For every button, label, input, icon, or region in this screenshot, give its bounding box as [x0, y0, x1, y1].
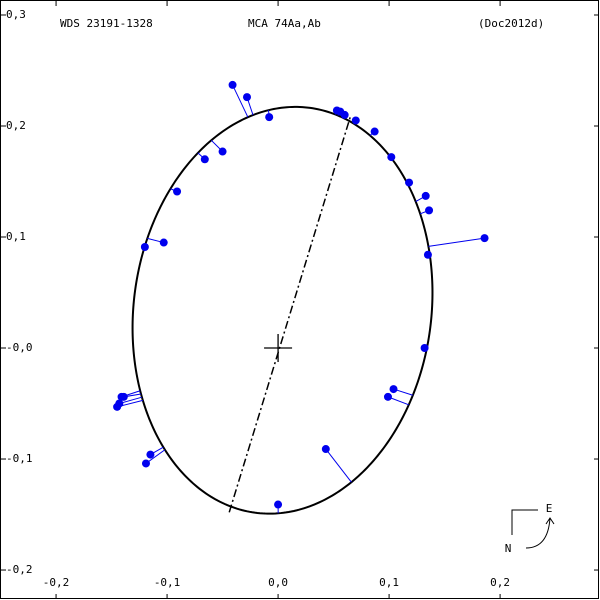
compass-label: E: [546, 502, 553, 515]
observation: [141, 459, 150, 468]
observation: [173, 187, 182, 196]
observation: [387, 153, 396, 162]
observation: [480, 234, 489, 243]
observation: [420, 344, 429, 353]
observation: [405, 178, 414, 187]
observation: [351, 116, 360, 125]
primary-star: [264, 334, 293, 363]
y-tick-label: -0,2: [6, 563, 33, 576]
x-tick-label: -0,1: [154, 576, 181, 589]
x-tick-label: 0,1: [379, 576, 399, 589]
observation: [383, 392, 392, 401]
chart-subtitle: MCA 74Aa,Ab: [248, 17, 321, 30]
chart-title: WDS 23191-1328: [60, 17, 153, 30]
y-tick-label: 0,1: [6, 230, 26, 243]
observation: [140, 242, 149, 251]
observation: [340, 110, 349, 119]
observation: [146, 450, 155, 459]
annotation: (Doc2012d): [478, 17, 544, 30]
residual: [428, 237, 485, 247]
observation: [159, 238, 168, 247]
observation: [389, 385, 398, 394]
line-of-nodes: [228, 116, 351, 513]
y-tick-label: -0,0: [6, 341, 33, 354]
y-tick-label: 0,2: [6, 119, 26, 132]
observation: [113, 402, 122, 411]
observation: [423, 250, 432, 259]
orbit-ellipse: [131, 105, 434, 515]
observation: [265, 113, 274, 122]
observation: [119, 392, 128, 401]
observation: [321, 445, 330, 454]
observation: [274, 500, 283, 509]
observation: [421, 191, 430, 200]
observation: [425, 206, 434, 215]
observation: [228, 80, 237, 89]
observation: [200, 155, 209, 164]
residual: [325, 448, 352, 483]
compass: E N: [505, 502, 555, 555]
compass-label: N: [505, 542, 512, 555]
observation: [242, 93, 251, 102]
y-tick-label: -0,1: [6, 452, 33, 465]
x-tick-label: 0,2: [490, 576, 510, 589]
observation: [370, 127, 379, 136]
x-tick-label: 0,0: [268, 576, 288, 589]
observation: [218, 147, 227, 156]
x-tick-label: -0,2: [43, 576, 70, 589]
y-tick-label: 0,3: [6, 8, 26, 21]
residual: [232, 84, 249, 118]
